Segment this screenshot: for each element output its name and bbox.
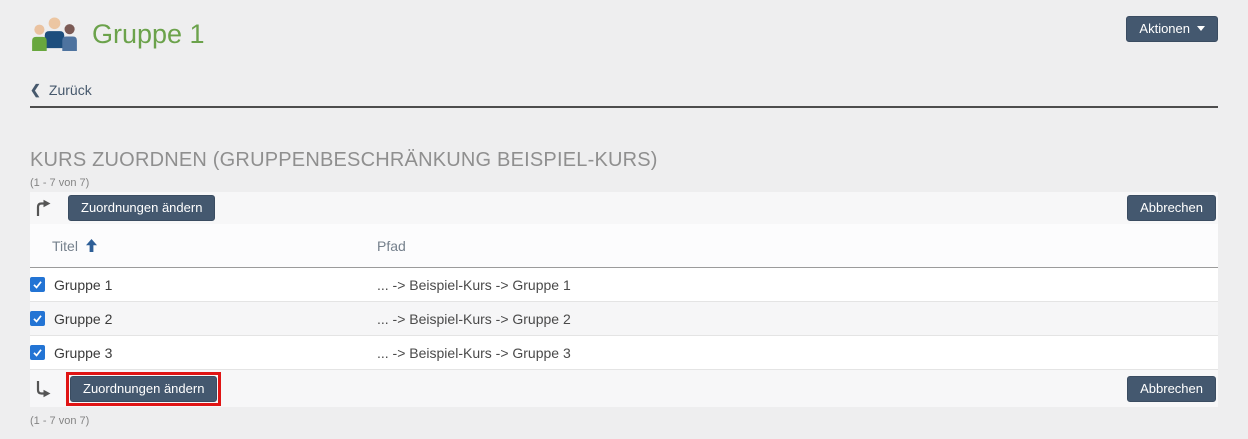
table-cell-pfad: ... -> Beispiel-Kurs -> Gruppe 3 <box>377 344 571 361</box>
table-cell-titel: Gruppe 2 <box>30 311 377 327</box>
chevron-left-icon: ❮ <box>30 82 41 97</box>
table-toolbar-bottom: Zuordnungen ändern Abbrechen <box>30 370 1218 407</box>
sort-ascending-icon <box>85 239 97 252</box>
back-bar: ❮ Zurück <box>30 81 1218 108</box>
chevron-down-icon <box>1197 26 1205 31</box>
column-header-pfad[interactable]: Pfad <box>377 237 406 254</box>
back-link-label: Zurück <box>48 82 92 98</box>
course-assignment-table: Zuordnungen ändern Abbrechen Titel Pfad … <box>30 192 1218 407</box>
actions-dropdown-label: Aktionen <box>1139 21 1190 36</box>
group-icon <box>32 17 77 52</box>
back-link[interactable]: ❮ Zurück <box>30 82 92 98</box>
actions-dropdown-button[interactable]: Aktionen <box>1126 16 1218 42</box>
arrow-up-right-icon <box>36 199 51 216</box>
table-row: Gruppe 2 ... -> Beispiel-Kurs -> Gruppe … <box>30 302 1218 336</box>
column-header-titel[interactable]: Titel <box>30 238 377 254</box>
section-heading: KURS ZUORDNEN (GRUPPENBESCHRÄNKUNG BEISP… <box>30 149 658 171</box>
table-cell-titel: Gruppe 3 <box>30 345 377 361</box>
table-header-row: Titel Pfad <box>30 224 1218 268</box>
cancel-button-top[interactable]: Abbrechen <box>1127 195 1216 221</box>
row-title: Gruppe 2 <box>54 310 113 327</box>
change-assignments-button-bottom[interactable]: Zuordnungen ändern <box>70 375 218 402</box>
row-checkbox[interactable] <box>30 345 45 360</box>
row-checkbox[interactable] <box>30 277 45 292</box>
page-title: Gruppe 1 <box>92 19 205 50</box>
table-row: Gruppe 1 ... -> Beispiel-Kurs -> Gruppe … <box>30 268 1218 302</box>
page: Gruppe 1 Aktionen ❮ Zurück KURS ZUORDNEN… <box>30 0 1218 427</box>
column-header-titel-label: Titel <box>52 237 78 254</box>
table-cell-pfad: ... -> Beispiel-Kurs -> Gruppe 1 <box>377 276 571 293</box>
change-assignments-button-top[interactable]: Zuordnungen ändern <box>68 195 216 221</box>
table-row: Gruppe 3 ... -> Beispiel-Kurs -> Gruppe … <box>30 336 1218 370</box>
arrow-down-right-icon <box>36 380 51 397</box>
title-group: Gruppe 1 <box>30 16 205 53</box>
row-title: Gruppe 1 <box>54 276 113 293</box>
table-cell-pfad: ... -> Beispiel-Kurs -> Gruppe 2 <box>377 310 571 327</box>
row-checkbox[interactable] <box>30 311 45 326</box>
annotation-highlight: Zuordnungen ändern <box>66 371 222 406</box>
table-cell-titel: Gruppe 1 <box>30 277 377 293</box>
result-count-bottom: (1 - 7 von 7) <box>30 415 90 427</box>
row-title: Gruppe 3 <box>54 344 113 361</box>
cancel-button-bottom[interactable]: Abbrechen <box>1127 375 1216 402</box>
page-header: Gruppe 1 Aktionen <box>30 0 1218 56</box>
table-toolbar-top: Zuordnungen ändern Abbrechen <box>30 192 1218 224</box>
result-count-top: (1 - 7 von 7) <box>30 177 90 189</box>
